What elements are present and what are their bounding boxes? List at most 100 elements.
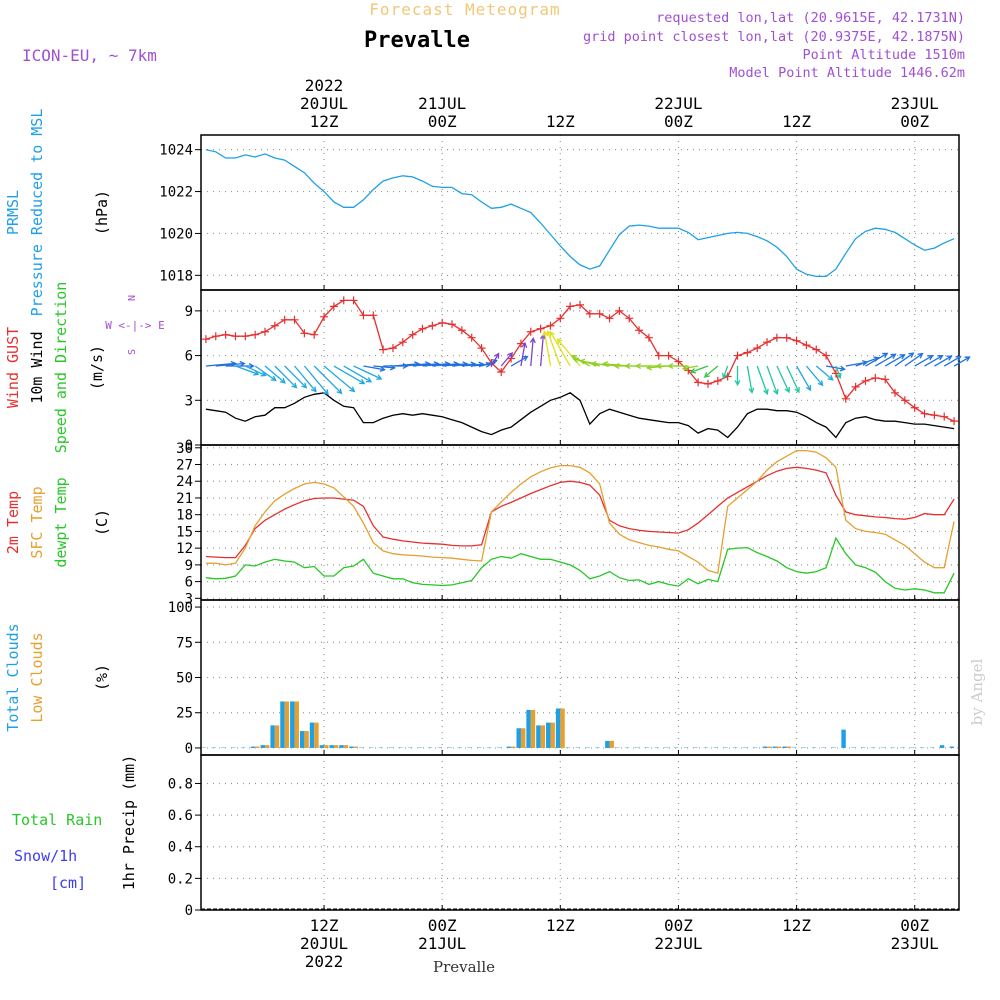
wind-arrow-head [376,374,383,380]
wind-arrow-head [794,386,800,394]
wind-arrow [704,365,719,378]
gust-marker [448,320,457,329]
wind-arrow-head [890,353,897,359]
cloud-bar-low [530,709,536,748]
gust-marker [605,314,614,323]
cloud-bar-total [526,709,531,748]
gust-marker [201,335,210,344]
top-time-label: 20JUL [300,94,348,113]
y-axis-label: (%) [93,664,111,691]
clouds-panel: 0 25 50 75 100 Total Clouds Low Clouds (%) [4,599,960,757]
top-time-label: 23JUL [891,94,939,113]
series-label: 10m Wind [28,331,46,403]
gust-marker [428,321,437,330]
wind-arrow [835,365,841,378]
bottom-time-label: 2022 [305,952,344,971]
gust-marker [664,351,673,360]
wind-arrow [205,362,236,367]
compass-label: S [127,349,138,355]
gust-marker [320,312,329,321]
gust-marker [260,327,269,336]
wind-arrow-head [270,375,277,382]
series-line-sfc-temp [205,449,955,575]
wind-arrow [756,365,768,395]
wind-arrow-head [721,372,728,380]
cloud-bar-total [772,746,777,748]
gust-marker [753,344,762,353]
cloud-bar-low [767,746,772,748]
series-label: Low Clouds [28,632,46,722]
wind-arrow-head [899,354,906,360]
gust-marker [950,417,959,426]
wind-panel: 0 3 6 9 Wind GUST 10m Wind Speed and Direction… [4,282,971,454]
cloud-bar-total [319,745,325,748]
gust-marker [349,296,358,305]
model-label: ICON-EU, ~ 7km [22,46,157,65]
wind-arrow [313,365,342,394]
cloud-bar-total [339,745,344,748]
wind-arrow [825,365,845,370]
cloud-bar-low [304,731,309,748]
wind-arrow-head [349,386,356,393]
wind-arrow [683,365,699,370]
wind-arrow-head [946,355,953,361]
gust-marker [763,338,772,347]
wind-arrow [805,365,824,386]
gust-marker [379,345,388,354]
wind-arrow [520,342,526,367]
gust-marker [851,382,860,391]
gust-marker [772,333,781,342]
wind-arrow [874,353,896,367]
wind-arrow-head [493,352,500,359]
series-label: 2m Temp [4,491,22,554]
gust-marker [310,330,319,339]
y-tick-label: 0 [185,903,193,919]
cloud-bar-low [511,746,516,748]
gust-marker [812,345,821,354]
gust-marker [329,302,338,311]
y-tick-label: 21 [176,491,193,507]
panel-frame [200,134,960,291]
wind-arrow [422,363,450,367]
y-tick-label: 1024 [159,143,193,159]
wind-arrow-head [521,341,528,349]
series-label: Pressure Reduced to MSL [28,109,46,317]
gust-marker [674,357,683,366]
y-tick-label: 100 [168,600,193,616]
gust-marker [822,351,831,360]
wind-arrow-head [230,360,237,367]
gust-marker [694,378,703,387]
requested-coords: requested lon,lat (20.9615E, 42.1731N) [656,10,965,26]
cloud-bar-low [353,746,359,748]
wind-arrow [815,365,834,381]
bottom-time-label: 12Z [310,916,339,935]
wind-arrow [543,331,552,367]
gust-marker [654,351,663,360]
cloud-bar-total [762,746,768,748]
wind-arrow [690,365,709,373]
wind-arrow-head [964,356,971,362]
wind-arrow-head [336,388,343,395]
bottom-time-label: 12Z [546,916,575,935]
gust-marker [792,336,801,345]
wind-arrow [722,365,729,378]
pressure-panel: 1018 1020 1022 1024 PRMSL Pressure Reduced to… [4,109,960,317]
wind-arrow-head [365,377,373,383]
cloud-bar-total [506,746,512,748]
gust-marker [802,341,811,350]
wind-arrow-head [522,355,529,362]
series-label: Speed and Direction [52,282,70,454]
gust-marker [516,339,525,348]
gust-marker [644,333,653,342]
wind-arrow [363,365,385,371]
series-label: PRMSL [4,190,22,235]
y-axis-label: (m/s) [88,345,106,390]
wind-arrow [353,365,382,380]
y-axis-label: (hPa) [93,190,111,235]
cloud-bar-total [280,701,285,748]
y-tick-label: 6 [185,349,193,365]
series-line-10m-wind [205,392,955,439]
wind-arrow [884,354,905,367]
